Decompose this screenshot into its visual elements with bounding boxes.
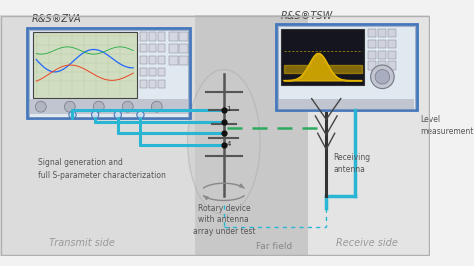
Bar [180,32,188,41]
Bar [388,29,396,37]
Text: Receive side: Receive side [336,238,398,248]
Circle shape [64,101,75,112]
Bar [30,99,188,114]
Text: 1: 1 [227,106,231,113]
Bar [149,68,156,76]
Bar [368,29,376,37]
Bar [279,99,414,109]
Bar [139,56,147,64]
Ellipse shape [188,69,260,214]
Text: Receiving
antenna: Receiving antenna [334,153,371,174]
Bar [139,32,147,40]
Text: Far field: Far field [256,242,292,251]
Bar [158,80,165,88]
Bar [368,61,376,69]
Bar [149,32,156,40]
Circle shape [91,111,99,118]
FancyBboxPatch shape [33,32,137,98]
Bar [139,80,147,88]
Text: Transmit side: Transmit side [49,238,115,248]
Bar [169,56,178,65]
Bar [139,44,147,52]
Text: Rotary device
with antenna
array under test: Rotary device with antenna array under t… [192,204,255,236]
Circle shape [375,69,390,84]
FancyBboxPatch shape [276,24,417,110]
Circle shape [36,101,46,112]
Text: R&S®ZVA: R&S®ZVA [32,14,82,24]
Bar [195,15,308,256]
Bar [378,51,386,59]
Bar [368,40,376,48]
Circle shape [151,101,162,112]
Circle shape [371,65,394,89]
Text: Level
measurement: Level measurement [420,115,474,136]
Bar [158,32,165,40]
Circle shape [114,111,121,118]
Bar [378,29,386,37]
Bar [180,44,188,53]
Bar [158,44,165,52]
Circle shape [137,111,144,118]
FancyBboxPatch shape [281,29,364,85]
Circle shape [122,101,133,112]
Bar [388,51,396,59]
Bar [169,32,178,41]
Bar [149,80,156,88]
Bar [0,15,195,256]
Bar [158,68,165,76]
Text: Signal generation and
full S-parameter characterization: Signal generation and full S-parameter c… [38,158,166,180]
Bar [158,56,165,64]
Bar [368,51,376,59]
Bar [388,40,396,48]
Bar [378,40,386,48]
Text: R&S®TSW: R&S®TSW [281,11,333,20]
Circle shape [69,111,76,118]
FancyBboxPatch shape [27,28,190,118]
Bar [308,15,429,256]
Bar [149,56,156,64]
Bar [149,44,156,52]
Circle shape [93,101,104,112]
Bar [139,68,147,76]
Bar [169,44,178,53]
Bar [378,61,386,69]
Bar [180,56,188,65]
Bar [388,61,396,69]
Text: 4: 4 [227,141,231,147]
